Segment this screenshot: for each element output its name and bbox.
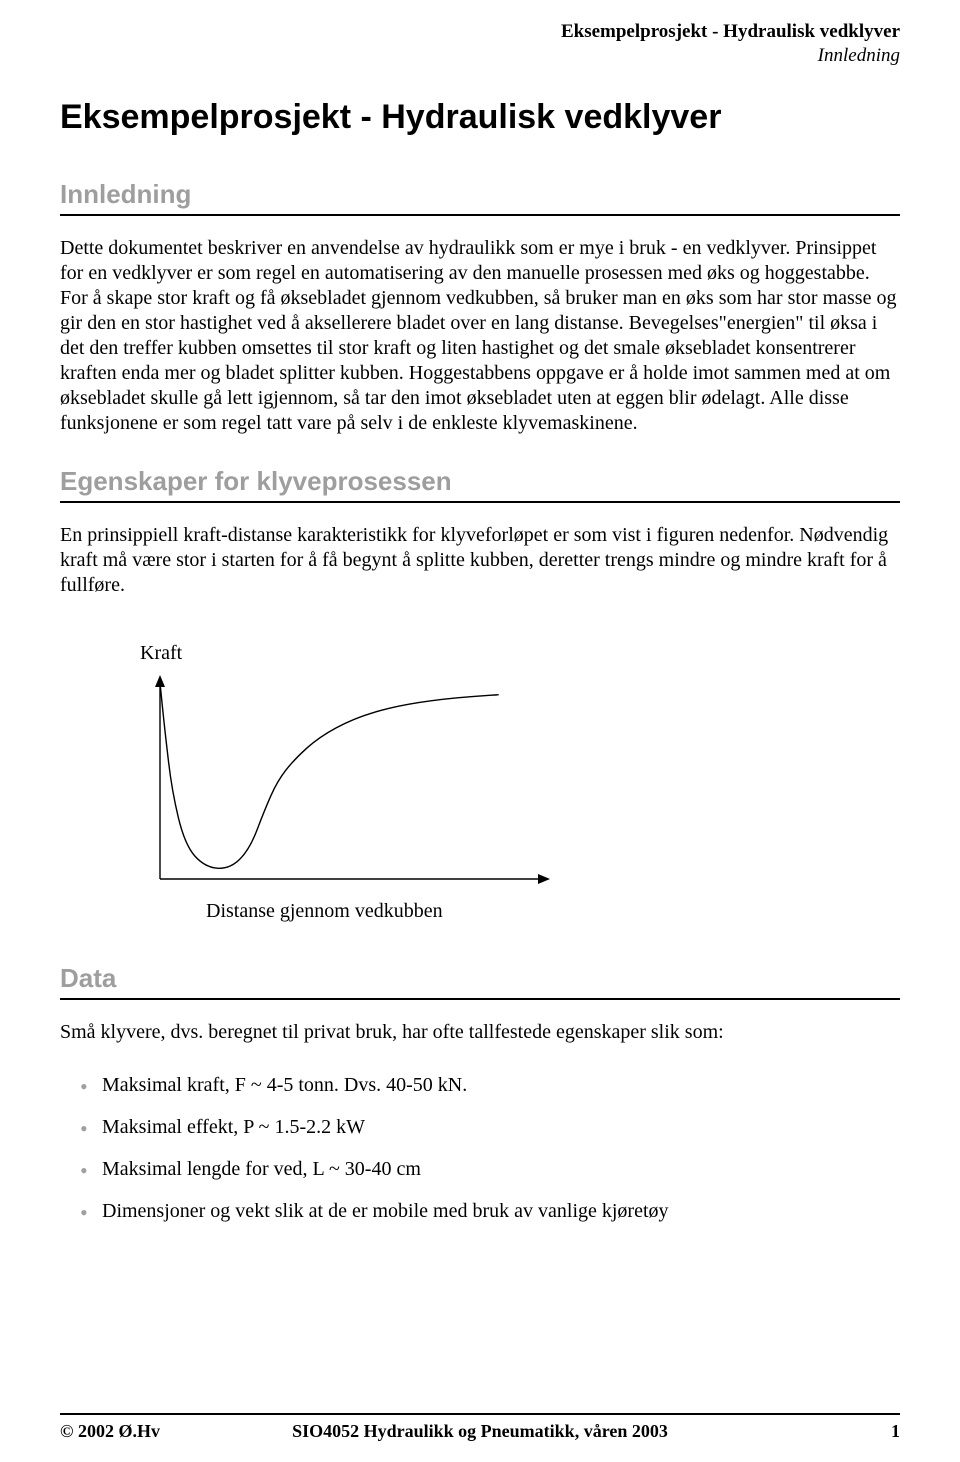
section-body-innledning: Dette dokumentet beskriver en anvendelse… (60, 236, 900, 436)
data-bullet-list: Maksimal kraft, F ~ 4-5 tonn. Dvs. 40-50… (80, 1069, 900, 1237)
chart-svg (140, 669, 560, 889)
running-title: Eksempelprosjekt - Hydraulisk vedklyver (60, 20, 900, 44)
force-distance-chart: Kraft Distanse gjennom vedkubben (140, 642, 900, 923)
page: Eksempelprosjekt - Hydraulisk vedklyver … (0, 0, 960, 1462)
section-body-egenskaper: En prinsippiell kraft-distanse karakteri… (60, 523, 900, 598)
section-heading-innledning: Innledning (60, 179, 900, 216)
page-title: Eksempelprosjekt - Hydraulisk vedklyver (60, 98, 900, 137)
chart-y-axis-label: Kraft (140, 642, 900, 665)
list-item: Maksimal kraft, F ~ 4-5 tonn. Dvs. 40-50… (80, 1069, 900, 1101)
list-item: Dimensjoner og vekt slik at de er mobile… (80, 1195, 900, 1227)
footer-left: © 2002 Ø.Hv (60, 1421, 210, 1442)
list-item: Maksimal lengde for ved, L ~ 30-40 cm (80, 1153, 900, 1185)
section-heading-egenskaper: Egenskaper for klyveprosessen (60, 466, 900, 503)
section-heading-data: Data (60, 963, 900, 1000)
running-header: Eksempelprosjekt - Hydraulisk vedklyver … (60, 20, 900, 68)
footer-center: SIO4052 Hydraulikk og Pneumatikk, våren … (210, 1421, 750, 1442)
running-subtitle: Innledning (60, 44, 900, 68)
chart-x-axis-label: Distanse gjennom vedkubben (206, 900, 900, 923)
page-footer: © 2002 Ø.Hv SIO4052 Hydraulikk og Pneuma… (60, 1413, 900, 1442)
list-item: Maksimal effekt, P ~ 1.5-2.2 kW (80, 1111, 900, 1143)
footer-page-number: 1 (750, 1421, 900, 1442)
section-body-data: Små klyvere, dvs. beregnet til privat br… (60, 1020, 900, 1045)
